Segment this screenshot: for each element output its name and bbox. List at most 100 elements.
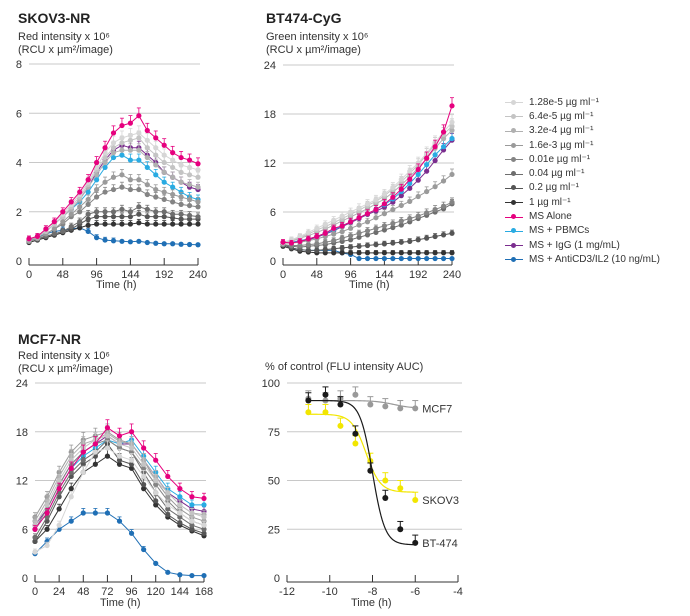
- legend-item: MS + IgG (1 mg/mL): [505, 238, 660, 252]
- data-point: [153, 172, 159, 178]
- data-point: [348, 237, 354, 243]
- data-point: [94, 177, 100, 183]
- data-point: [44, 514, 50, 520]
- y-tick-label: 4: [16, 158, 22, 170]
- data-point: [373, 242, 379, 248]
- data-point: [297, 238, 303, 244]
- data-point: [44, 542, 50, 549]
- series-skov3: SKOV3: [305, 403, 459, 507]
- legend-swatch-icon: [505, 226, 523, 236]
- data-point: [110, 150, 117, 156]
- data-point: [195, 161, 201, 167]
- series-1-g-ml-: [280, 243, 455, 256]
- legend-item: MS + AntiCD3/IL2 (10 ng/mL): [505, 252, 660, 266]
- data-point: [80, 449, 86, 455]
- data-point: [412, 539, 419, 546]
- y-tick-label: 18: [264, 109, 276, 121]
- data-point: [390, 250, 396, 256]
- legend-swatch-icon: [505, 126, 523, 136]
- data-point: [381, 255, 387, 262]
- data-point: [170, 150, 176, 156]
- data-point: [440, 250, 447, 256]
- data-point: [153, 490, 159, 496]
- legend-swatch-icon: [505, 97, 523, 107]
- data-point: [195, 199, 201, 205]
- data-point: [141, 546, 147, 553]
- data-point: [373, 229, 379, 236]
- data-point: [178, 162, 184, 168]
- legend-label: MS + AntiCD3/IL2 (10 ng/mL): [529, 253, 660, 265]
- data-point: [161, 209, 167, 215]
- data-point: [178, 221, 184, 227]
- data-point: [68, 486, 74, 492]
- data-point: [144, 127, 150, 134]
- data-point: [34, 233, 41, 239]
- data-point: [331, 246, 337, 252]
- data-point: [104, 453, 111, 459]
- data-point: [127, 120, 133, 126]
- data-point: [390, 224, 396, 231]
- data-point: [364, 219, 371, 225]
- series-label: SKOV3: [422, 495, 459, 507]
- data-point: [94, 235, 100, 241]
- y-tick-label: 25: [268, 524, 280, 536]
- data-point: [116, 453, 123, 459]
- legend-label: 0.04 µg ml⁻¹: [529, 168, 585, 180]
- data-point: [116, 518, 123, 524]
- fit-curve: [308, 399, 415, 546]
- data-point: [322, 409, 329, 416]
- data-point: [128, 457, 135, 463]
- data-point: [153, 145, 159, 151]
- y-tick-label: 100: [262, 378, 280, 390]
- data-point: [449, 255, 455, 262]
- data-point: [201, 514, 207, 520]
- data-point: [94, 194, 100, 200]
- legend-swatch-icon: [505, 154, 523, 164]
- data-point: [94, 186, 100, 193]
- data-point: [432, 206, 438, 213]
- data-point: [136, 211, 142, 217]
- data-point: [382, 403, 389, 410]
- data-point: [110, 238, 117, 244]
- data-point: [331, 231, 337, 237]
- data-point: [390, 220, 396, 227]
- data-point: [177, 520, 183, 526]
- data-point: [119, 214, 125, 220]
- data-point: [415, 166, 421, 173]
- x-tick-label: -8: [368, 586, 378, 598]
- data-point: [331, 225, 337, 231]
- y-tick-label: 24: [16, 378, 28, 390]
- data-point: [424, 255, 430, 262]
- data-point: [178, 241, 184, 247]
- data-point: [116, 457, 123, 463]
- data-point: [77, 189, 83, 195]
- data-point: [356, 222, 362, 228]
- data-point: [186, 202, 193, 209]
- data-point: [382, 477, 389, 484]
- data-point: [432, 157, 438, 164]
- data-point: [432, 144, 438, 150]
- data-point: [110, 209, 117, 215]
- data-point: [201, 526, 207, 532]
- data-point: [322, 221, 328, 227]
- data-point: [32, 526, 38, 532]
- legend-item: 1 µg ml⁻¹: [505, 195, 660, 209]
- y-tick-label: 8: [16, 59, 22, 71]
- data-point: [178, 179, 184, 185]
- data-point: [80, 461, 86, 467]
- data-point: [407, 255, 413, 262]
- data-point: [356, 230, 362, 236]
- x-tick-label: 96: [344, 269, 356, 281]
- chart-0: 0 2 4 6 8 0 48 96 144 192 240: [16, 59, 207, 281]
- data-point: [141, 481, 147, 488]
- data-point: [102, 164, 108, 171]
- data-point: [356, 243, 362, 249]
- data-point: [195, 184, 201, 190]
- data-point: [102, 221, 108, 227]
- data-point: [178, 216, 184, 222]
- data-point: [364, 255, 371, 262]
- legend-item: 1.6e-3 µg ml⁻¹: [505, 138, 660, 152]
- data-point: [195, 174, 201, 180]
- bt474-ylabel-line1: Green intensity x 10⁶: [266, 31, 369, 43]
- data-point: [136, 177, 142, 183]
